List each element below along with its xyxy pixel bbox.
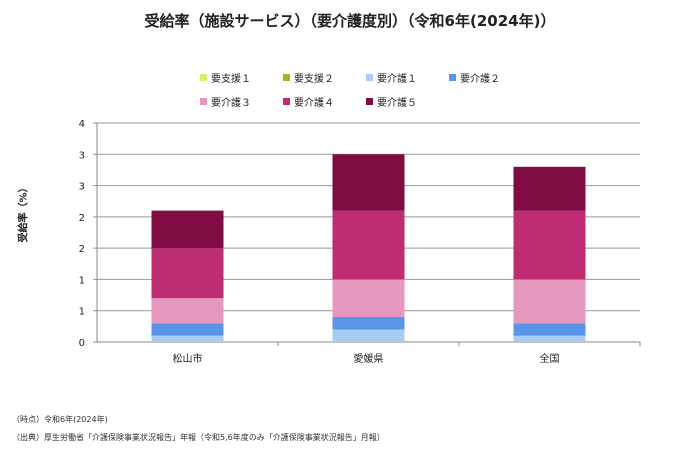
legend-swatch: [283, 74, 290, 81]
bar-segment: [332, 154, 405, 211]
legend-swatch: [200, 98, 207, 105]
legend-swatch: [449, 74, 456, 81]
bar-segment: [513, 323, 586, 336]
bar-segment: [513, 335, 586, 342]
x-tick-label: 愛媛県: [354, 352, 384, 365]
legend-swatch: [366, 74, 373, 81]
legend-label: 要介護５: [377, 98, 417, 109]
legend-label: 要介護４: [294, 98, 334, 109]
legend-label: 要支援１: [211, 74, 251, 85]
x-tick-label: 松山市: [173, 352, 203, 365]
bar-segment: [513, 166, 586, 211]
legend-item: 要介護２: [449, 70, 500, 85]
y-tick-label: 3: [79, 182, 85, 193]
y-tick-label: 2: [79, 213, 85, 224]
x-tick-label: 全国: [540, 352, 560, 365]
bar-segment: [332, 316, 405, 330]
legend-item: 要介護３: [200, 94, 251, 109]
legend-item: 要介護５: [366, 94, 417, 109]
y-tick-label: 0: [79, 338, 85, 349]
legend-item: 要介護４: [283, 94, 334, 109]
y-tick-label: 2: [79, 244, 85, 255]
bar-segment: [151, 248, 224, 299]
legend-label: 要介護１: [377, 74, 417, 85]
y-tick-label: 1: [79, 307, 85, 318]
bar-segment: [513, 279, 586, 324]
bar-segment: [151, 323, 224, 336]
legend-swatch: [200, 74, 207, 81]
legend-item: 要介護１: [366, 70, 417, 85]
bar-segment: [151, 210, 224, 249]
note-source: （出典）厚生労働省「介護保険事業状況報告」年報（令和5,6年度のみ「介護保険事業…: [12, 433, 385, 442]
bar-segment: [151, 298, 224, 324]
legend-swatch: [366, 98, 373, 105]
y-tick-label: 4: [79, 119, 85, 130]
bar-segment: [332, 329, 405, 342]
legend-label: 要介護３: [211, 98, 251, 109]
bar-segment: [513, 210, 586, 280]
bar-segment: [151, 335, 224, 342]
legend-item: 要支援１: [200, 70, 251, 85]
chart-title: 受給率（施設サービス）（要介護度別）（令和6年(2024年)）: [144, 12, 556, 30]
legend-label: 要支援２: [294, 74, 334, 85]
legend-swatch: [283, 98, 290, 105]
legend-item: 要支援２: [283, 70, 334, 85]
note-time: （時点）令和6年(2024年): [12, 415, 108, 424]
bar-segment: [332, 279, 405, 317]
y-tick-label: 3: [79, 150, 85, 161]
legend-label: 要介護２: [460, 74, 500, 85]
bar-segment: [332, 210, 405, 280]
y-tick-label: 1: [79, 275, 85, 286]
